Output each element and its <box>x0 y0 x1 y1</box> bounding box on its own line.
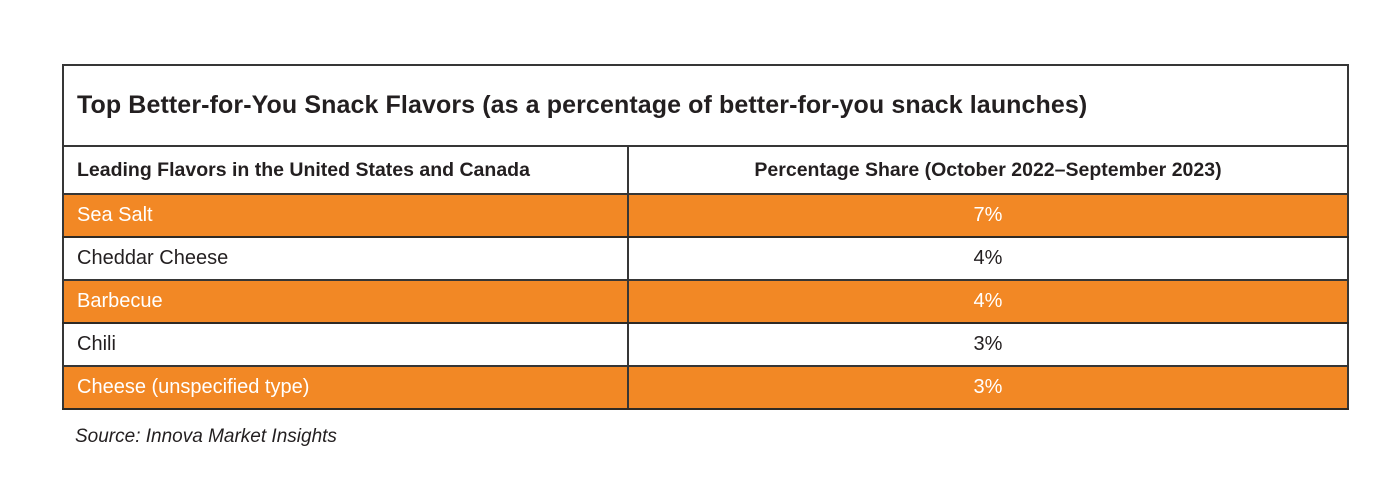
flavor-cell: Sea Salt <box>62 193 629 238</box>
table-row-cheese-unspecified: Cheese (unspecified type) 3% <box>62 365 1349 410</box>
table-row-barbecue: Barbecue 4% <box>62 279 1349 324</box>
table-row-chili: Chili 3% <box>62 322 1349 367</box>
table-header-row: Leading Flavors in the United States and… <box>62 145 1349 195</box>
share-cell: 7% <box>627 193 1349 238</box>
table-title-row: Top Better-for-You Snack Flavors (as a p… <box>62 64 1349 147</box>
share-cell: 4% <box>627 236 1349 281</box>
flavor-cell: Barbecue <box>62 279 629 324</box>
share-cell: 4% <box>627 279 1349 324</box>
table-row-cheddar-cheese: Cheddar Cheese 4% <box>62 236 1349 281</box>
flavor-cell: Chili <box>62 322 629 367</box>
share-cell: 3% <box>627 365 1349 410</box>
flavors-table: Top Better-for-You Snack Flavors (as a p… <box>62 64 1349 410</box>
flavor-cell: Cheddar Cheese <box>62 236 629 281</box>
flavor-cell: Cheese (unspecified type) <box>62 365 629 410</box>
flavors-table-figure: Top Better-for-You Snack Flavors (as a p… <box>62 64 1349 448</box>
column-header-flavors: Leading Flavors in the United States and… <box>62 145 629 195</box>
table-row-sea-salt: Sea Salt 7% <box>62 193 1349 238</box>
table-title: Top Better-for-You Snack Flavors (as a p… <box>62 64 1349 147</box>
column-header-share: Percentage Share (October 2022–September… <box>627 145 1349 195</box>
share-cell: 3% <box>627 322 1349 367</box>
source-note: Source: Innova Market Insights <box>75 426 337 447</box>
